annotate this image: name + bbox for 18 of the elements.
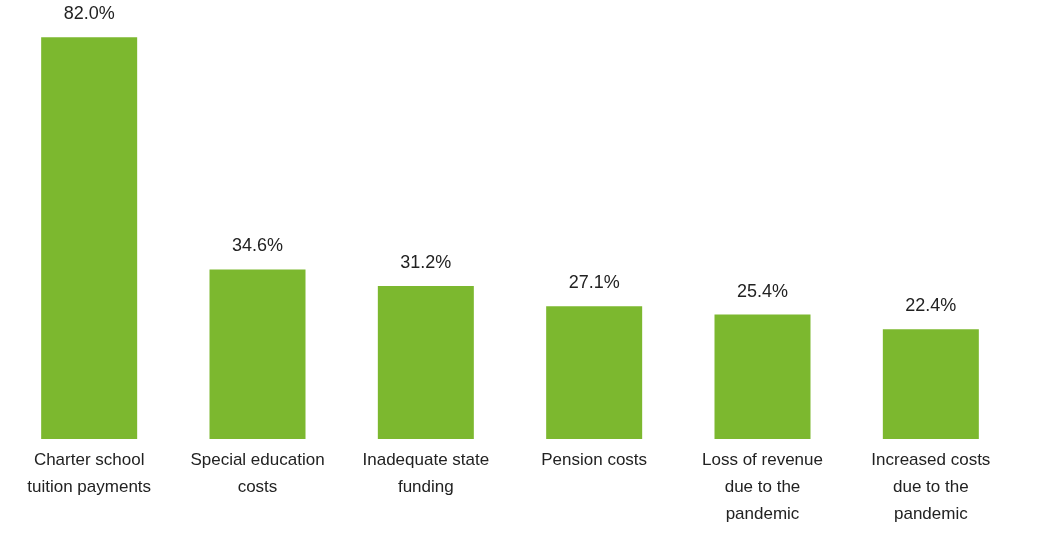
x-tick-label: Charter school tuition payments bbox=[27, 449, 152, 496]
bar bbox=[546, 306, 643, 439]
bar bbox=[882, 329, 979, 439]
data-label: 82.0% bbox=[63, 3, 115, 24]
x-tick-label: Increased costs due to the pandemic bbox=[871, 449, 991, 523]
data-label: 25.4% bbox=[736, 280, 789, 301]
x-tick-label: Special education costs bbox=[190, 449, 325, 496]
data-label: 22.4% bbox=[905, 295, 957, 316]
x-tick-label: Loss of revenue due to the pandemic bbox=[702, 449, 823, 523]
bar bbox=[41, 37, 138, 439]
bar bbox=[714, 314, 811, 439]
x-tick-label: Pension costs bbox=[541, 449, 648, 469]
bar bbox=[209, 269, 306, 439]
data-label: 34.6% bbox=[231, 235, 284, 256]
bar bbox=[377, 286, 474, 439]
data-label: 27.1% bbox=[568, 272, 620, 293]
data-label: 31.2% bbox=[400, 252, 452, 273]
x-tick-label: Inadequate state funding bbox=[362, 449, 490, 496]
